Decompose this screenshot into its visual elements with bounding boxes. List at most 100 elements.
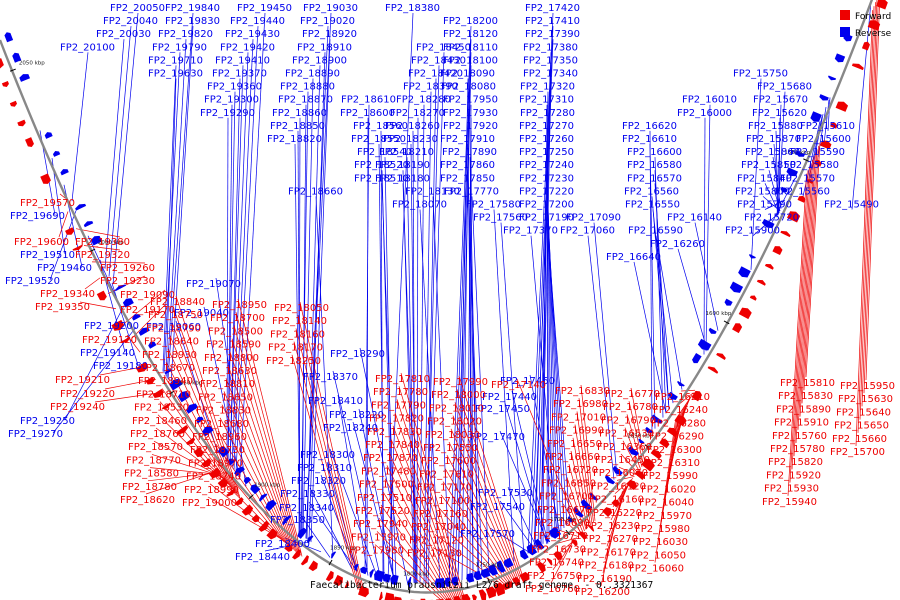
gene-label: FP2_15840	[737, 173, 792, 184]
leader-line	[300, 91, 309, 535]
gene-label: FP2_15640	[836, 407, 891, 418]
gene-label: FP2_18550	[351, 134, 406, 145]
leader-line	[419, 104, 425, 584]
leader-line	[427, 52, 445, 584]
gene-label: FP2_18370	[303, 372, 358, 383]
gene-arrow	[360, 566, 368, 575]
gene-label: FP2_15970	[637, 511, 692, 522]
gene-arrow	[333, 574, 343, 586]
gene-label: FP2_15870	[746, 134, 801, 145]
gene-label: FP2_17250	[519, 147, 574, 158]
leader-line	[59, 193, 66, 199]
gene-label: FP2_17850	[440, 173, 495, 184]
gene-arrow	[378, 591, 383, 600]
gene-arrow	[819, 140, 832, 150]
gene-arrow	[234, 466, 245, 477]
leader-line	[654, 420, 676, 563]
leader-line	[454, 402, 521, 580]
leader-line	[163, 52, 181, 374]
gene-arrow	[780, 186, 788, 193]
gene-label: FP2_18340	[279, 503, 334, 514]
leader-line	[302, 78, 314, 537]
gene-arrow	[628, 446, 639, 456]
leader-line	[499, 500, 537, 552]
gene-label: FP2_18570	[128, 442, 183, 453]
leader-line	[173, 309, 239, 497]
gene-arrow	[382, 573, 392, 583]
gene-label: FP2_18740	[186, 472, 241, 483]
gene-label: FP2_17580	[466, 200, 521, 211]
leader-line	[489, 527, 533, 555]
gene-label: FP2_18920	[302, 29, 357, 40]
gene-label: FP2_19040	[174, 308, 229, 319]
gene-label: FP2_16990	[549, 426, 604, 437]
leader-line	[233, 39, 254, 470]
gene-label: FP2_16230	[585, 521, 640, 532]
gene-label: FP2_18710	[136, 389, 191, 400]
gene-label: FP2_18400	[255, 539, 310, 550]
leader-line	[392, 425, 459, 600]
gene-label: FP2_17810	[375, 374, 430, 385]
gene-label: FP2_17310	[519, 95, 574, 106]
gene-arrow	[444, 577, 451, 587]
gene-arrow	[383, 592, 395, 600]
leader-line	[458, 375, 524, 578]
gene-label: FP2_16660	[545, 452, 600, 463]
gene-arrow	[480, 567, 491, 578]
gene-label: FP2_18160	[270, 329, 325, 340]
gene-label: FP2_16590	[628, 226, 683, 237]
gene-label: FP2_17470	[470, 432, 525, 443]
leader-line	[516, 378, 582, 535]
gene-arrow	[526, 543, 538, 556]
gene-label: FP2_16300	[647, 445, 702, 456]
gene-label: FP2_19570	[20, 198, 75, 209]
gene-label: FP2_15780	[770, 444, 825, 455]
gene-label: FP2_16260	[650, 239, 705, 250]
leader-line	[419, 209, 441, 584]
gene-label: FP2_18780	[122, 482, 177, 493]
leader-line	[91, 261, 146, 264]
gene-label: FP2_19230	[100, 276, 155, 287]
gene-label: FP2_15570	[780, 173, 835, 184]
gene-label: FP2_19180	[93, 361, 148, 372]
gene-arrow	[851, 63, 864, 71]
gene-arrow	[90, 235, 103, 246]
gene-label: FP2_19420	[220, 42, 275, 53]
gene-label: FP2_16550	[625, 200, 680, 211]
leader-line	[799, 152, 816, 417]
gene-arrow	[12, 52, 22, 63]
gene-arrow	[587, 524, 595, 532]
gene-label: FP2_17830	[367, 427, 422, 438]
gene-label: FP2_17100	[415, 496, 470, 507]
leader-line	[305, 12, 332, 539]
gene-arrow	[193, 447, 204, 458]
gene-label: FP2_18080	[441, 82, 496, 93]
gene-label: FP2_18540	[357, 147, 412, 158]
leader-line	[493, 209, 515, 562]
leader-line	[750, 78, 762, 270]
leader-line	[787, 173, 807, 496]
leader-line	[215, 277, 247, 487]
gene-label: FP2_19320	[75, 250, 130, 261]
gene-label: FP2_18650	[198, 392, 253, 403]
legend-forward-label: Forward	[855, 12, 891, 22]
gene-label: FP2_18190	[375, 160, 430, 171]
leader-line	[299, 513, 331, 558]
gene-arrow	[217, 477, 229, 488]
leader-line	[49, 210, 77, 281]
gene-label: FP2_17090	[566, 213, 621, 224]
gene-label: FP2_18900	[292, 55, 347, 66]
gene-arrow	[651, 414, 663, 424]
gene-label: FP2_18640	[144, 337, 199, 348]
gene-arrow	[806, 179, 814, 184]
leader-line	[795, 159, 813, 444]
gene-label: FP2_18820	[267, 134, 322, 145]
tick-mark	[9, 68, 16, 72]
gene-arrow	[228, 458, 236, 466]
gene-arrow	[650, 449, 662, 460]
leader-line	[600, 490, 623, 587]
leader-line	[570, 450, 588, 529]
gene-arrow	[580, 498, 593, 511]
gene-label: FP2_16610	[622, 134, 677, 145]
leader-line	[231, 52, 249, 468]
